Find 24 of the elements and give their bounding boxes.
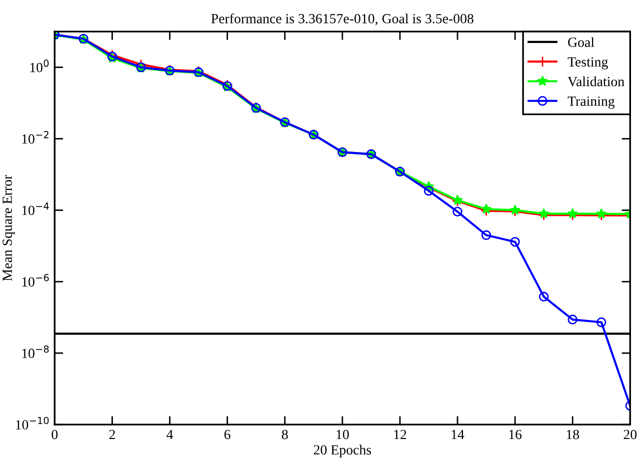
- chart-title: Performance is 3.36157e-010, Goal is 3.5e-008: [211, 13, 474, 26]
- y-tick-label: 10$^{0}$: [30, 60, 49, 72]
- x-tick-label: 8: [282, 430, 288, 440]
- legend-label: Testing: [568, 57, 608, 70]
- x-tick-label: 20: [624, 430, 637, 440]
- x-tick-label: 4: [166, 430, 174, 440]
- x-axis-title: 20 Epochs: [314, 444, 372, 458]
- y-tick-label: 10$^{−10}$: [16, 416, 49, 430]
- x-tick-label: 12: [394, 430, 406, 440]
- x-tick-label: 10: [336, 430, 349, 440]
- x-tick-label: 18: [566, 430, 580, 440]
- y-tick-label: 10$^{−2}$: [22, 131, 48, 144]
- y-tick-label: 10$^{−4}$: [22, 202, 49, 216]
- x-tick-label: 0: [52, 430, 58, 440]
- legend-label: Goal: [568, 37, 594, 47]
- y-axis-title: Mean Square Error: [2, 174, 15, 281]
- x-tick-label: 2: [109, 430, 115, 440]
- x-tick-label: 6: [224, 430, 230, 440]
- legend-label: Validation: [568, 76, 624, 86]
- x-tick-label: 14: [452, 430, 464, 440]
- y-tick-label: 10$^{−6}$: [22, 274, 49, 287]
- x-tick-label: 16: [509, 430, 522, 440]
- y-tick-label: 10$^{−8}$: [22, 345, 49, 358]
- legend-label: Training: [568, 96, 615, 109]
